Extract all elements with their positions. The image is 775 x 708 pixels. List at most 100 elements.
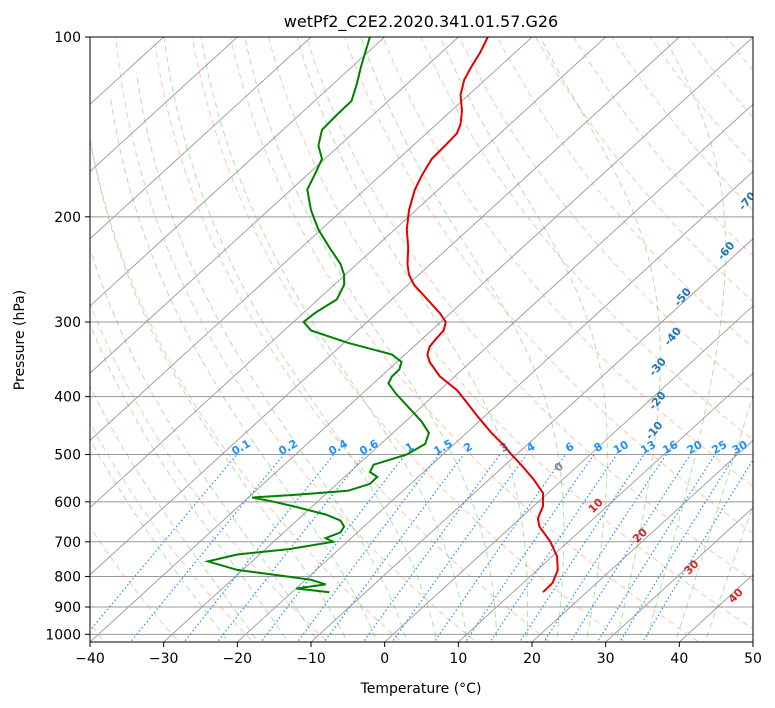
x-tick-label: −20 xyxy=(223,651,253,667)
dry-adiabat-line xyxy=(90,302,329,642)
mixing-ratio-line xyxy=(216,454,366,642)
dry-adiabat-line xyxy=(382,37,753,487)
moist-adiabat-label: 30 xyxy=(682,557,702,577)
mixing-ratio-line xyxy=(543,454,667,642)
dry-adiabat-label: -80 xyxy=(769,153,775,177)
moist-adiabat-line xyxy=(90,384,259,642)
moist-adiabat-line xyxy=(704,504,753,642)
dry-adiabat-line xyxy=(115,37,477,642)
isotherm-line xyxy=(90,37,533,441)
moist-adiabat-line xyxy=(244,37,498,642)
x-tick-label: 0 xyxy=(380,651,389,667)
dry-adiabat-label: -10 xyxy=(643,419,666,443)
isotherm-line xyxy=(236,170,753,642)
mixing-ratio-label: 8 xyxy=(592,440,605,455)
isotherm-line xyxy=(90,37,607,509)
axis-ticks: −40 −30 −20 −10 0 10 20 30 40 50 100 200 300 400 500 60… xyxy=(45,30,762,667)
mixing-ratio-line xyxy=(489,454,618,642)
dry-adiabat-label: -70 xyxy=(736,189,759,213)
moist-adiabat-line xyxy=(163,37,438,642)
y-axis-label: Pressure (hPa) xyxy=(12,290,28,390)
dry-adiabat-line xyxy=(535,37,753,303)
y-tick-label: 100 xyxy=(54,30,81,46)
x-tick-label: 40 xyxy=(670,651,688,667)
isotherm-line xyxy=(90,37,681,576)
y-tick-label: 600 xyxy=(54,495,81,511)
isotherm-line xyxy=(457,372,753,642)
mixing-ratio-line xyxy=(641,458,753,642)
mixing-ratio-line xyxy=(619,454,737,642)
y-tick-label: 700 xyxy=(54,535,81,551)
isotherm-line xyxy=(90,37,165,105)
dewpoint-profile-line xyxy=(203,37,431,594)
isotherm-line xyxy=(384,305,753,642)
y-tick-label: 800 xyxy=(54,569,81,585)
dry-adiabat-label: -50 xyxy=(671,285,694,309)
mixing-ratio-line xyxy=(464,454,595,642)
moist-adiabat-line xyxy=(539,37,661,642)
moist-adiabat-line xyxy=(90,246,319,642)
temperature-profile-line xyxy=(405,37,559,593)
mixing-ratio-line xyxy=(569,454,691,642)
moist-adiabat-line xyxy=(360,37,565,642)
isotherm-line xyxy=(531,439,753,642)
y-tick-label: 400 xyxy=(54,390,81,406)
x-axis-label: Temperature (°C) xyxy=(360,681,482,697)
mixing-ratio-label: 6 xyxy=(563,440,576,455)
mixing-ratio-line xyxy=(362,454,501,642)
dry-adiabat-line xyxy=(306,37,753,582)
x-tick-label: −30 xyxy=(149,651,179,667)
isotherm-line xyxy=(90,37,239,173)
plot-frame xyxy=(89,36,754,643)
isotherm-line xyxy=(752,641,753,642)
dry-adiabat-line xyxy=(687,37,753,119)
mixing-ratio-line xyxy=(519,454,645,642)
isotherm-line xyxy=(90,37,460,374)
isotherm-line xyxy=(90,37,312,240)
chart-title: wetPf2_C2E2.2020.341.01.57.G26 xyxy=(284,12,558,32)
mixing-ratio-line xyxy=(323,454,465,642)
mixing-ratio-label: 2 xyxy=(461,440,474,455)
mixing-ratio-label: 36 xyxy=(751,438,771,457)
dry-adiabat-line xyxy=(153,37,552,642)
mixing-ratio-line xyxy=(596,454,716,642)
moist-adiabat-label: 40 xyxy=(726,585,746,605)
y-tick-label: 200 xyxy=(54,210,81,226)
moist-adiabat-line xyxy=(200,37,468,642)
mixing-ratio-line xyxy=(129,454,285,642)
dry-adiabat-line xyxy=(754,24,775,647)
dry-adiabat-label: -30 xyxy=(646,355,669,379)
y-tick-label: 900 xyxy=(54,600,81,616)
moist-adiabat-line xyxy=(109,94,378,642)
dry-adiabat-line xyxy=(420,37,753,441)
profiles xyxy=(203,37,559,594)
dry-adiabat-line xyxy=(725,37,753,72)
mixing-ratio-label: 4 xyxy=(524,440,537,455)
moist-adiabat-line xyxy=(90,135,348,642)
dry-adiabat-line xyxy=(458,37,753,394)
dry-adiabat-label: -20 xyxy=(646,389,669,413)
mixing-ratio-line xyxy=(433,454,566,642)
x-tick-label: 30 xyxy=(597,651,615,667)
y-tick-label: 300 xyxy=(54,315,81,331)
x-tick-label: 50 xyxy=(744,651,762,667)
moist-adiabat-line xyxy=(674,393,753,642)
moist-adiabat-line xyxy=(136,73,408,642)
dry-adiabat-line xyxy=(90,421,254,642)
dry-adiabat-line xyxy=(90,136,403,642)
dry-adiabat-line xyxy=(267,37,753,630)
x-tick-label: −40 xyxy=(75,651,105,667)
isotherm-line xyxy=(605,507,753,642)
moist-adiabat-line xyxy=(645,37,727,642)
isotherm-line xyxy=(90,37,753,642)
background-lines xyxy=(90,24,775,647)
dry-adiabat-label: -40 xyxy=(661,324,684,348)
x-tick-label: −10 xyxy=(296,651,326,667)
dry-adiabat-line xyxy=(344,37,753,534)
dry-adiabat-line xyxy=(191,37,626,642)
moist-adiabat-line xyxy=(439,37,608,642)
moist-adiabat-line xyxy=(90,438,229,642)
mixing-ratio-line xyxy=(90,454,238,632)
